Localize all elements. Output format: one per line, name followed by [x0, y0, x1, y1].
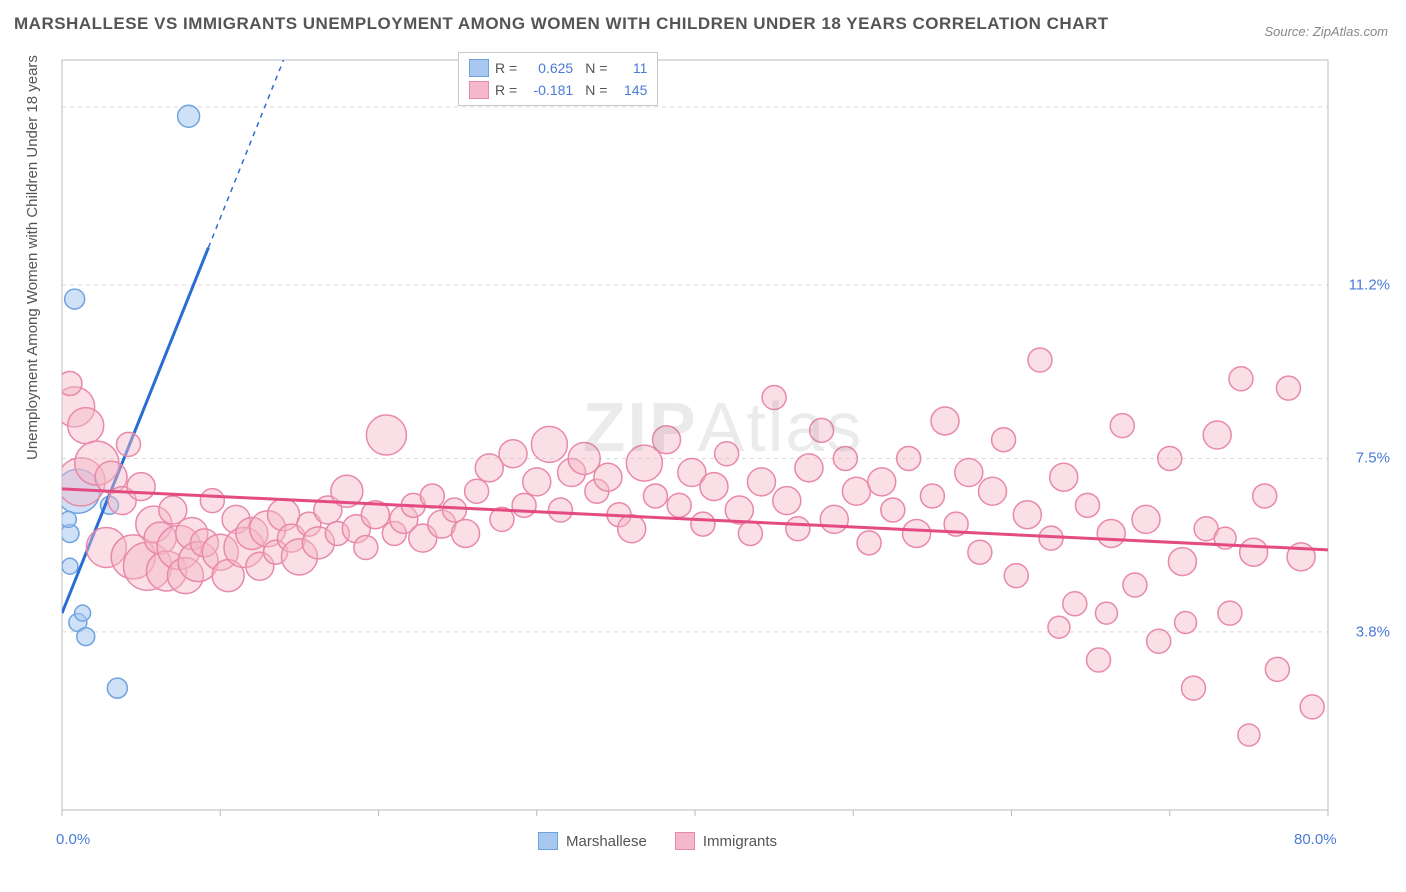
y-axis-label: Unemployment Among Women with Children U…	[24, 55, 41, 460]
stats-legend-row: R = 0.625 N = 11	[469, 57, 647, 79]
source-label: Source: ZipAtlas.com	[1264, 24, 1388, 39]
legend-item: Marshallese	[538, 832, 647, 850]
legend-n-label: N =	[585, 60, 607, 76]
y-tick-label: 11.2%	[1349, 277, 1390, 294]
x-tick-label: 80.0%	[1294, 831, 1337, 848]
series-legend: Marshallese Immigrants	[538, 832, 777, 850]
legend-swatch	[675, 832, 695, 850]
legend-swatch	[469, 81, 489, 99]
legend-r-label: R =	[495, 82, 517, 98]
stats-legend-row: R = -0.181 N = 145	[469, 79, 647, 101]
legend-item: Immigrants	[675, 832, 777, 850]
scatter-chart-svg	[58, 50, 1388, 820]
legend-r-label: R =	[495, 60, 517, 76]
chart-title: MARSHALLESE VS IMMIGRANTS UNEMPLOYMENT A…	[14, 14, 1109, 34]
legend-r-value: 0.625	[523, 60, 573, 76]
y-tick-label: 7.5%	[1356, 450, 1390, 467]
y-tick-label: 3.8%	[1356, 623, 1390, 640]
legend-swatch	[538, 832, 558, 850]
legend-n-value: 11	[613, 60, 647, 76]
legend-label: Marshallese	[566, 833, 647, 850]
legend-n-label: N =	[585, 82, 607, 98]
legend-label: Immigrants	[703, 833, 777, 850]
legend-n-value: 145	[613, 82, 647, 98]
stats-legend: R = 0.625 N = 11 R = -0.181 N = 145	[458, 52, 658, 106]
legend-r-value: -0.181	[523, 82, 573, 98]
x-tick-label: 0.0%	[56, 831, 90, 848]
chart-area: ZIPAtlas R =0.625N =11R =-0.181N =145 Ma…	[58, 50, 1388, 820]
legend-swatch	[469, 59, 489, 77]
